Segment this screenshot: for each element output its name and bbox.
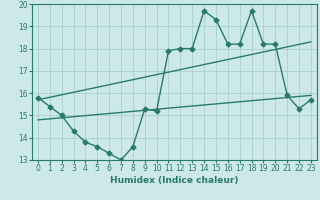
X-axis label: Humidex (Indice chaleur): Humidex (Indice chaleur) (110, 176, 239, 185)
